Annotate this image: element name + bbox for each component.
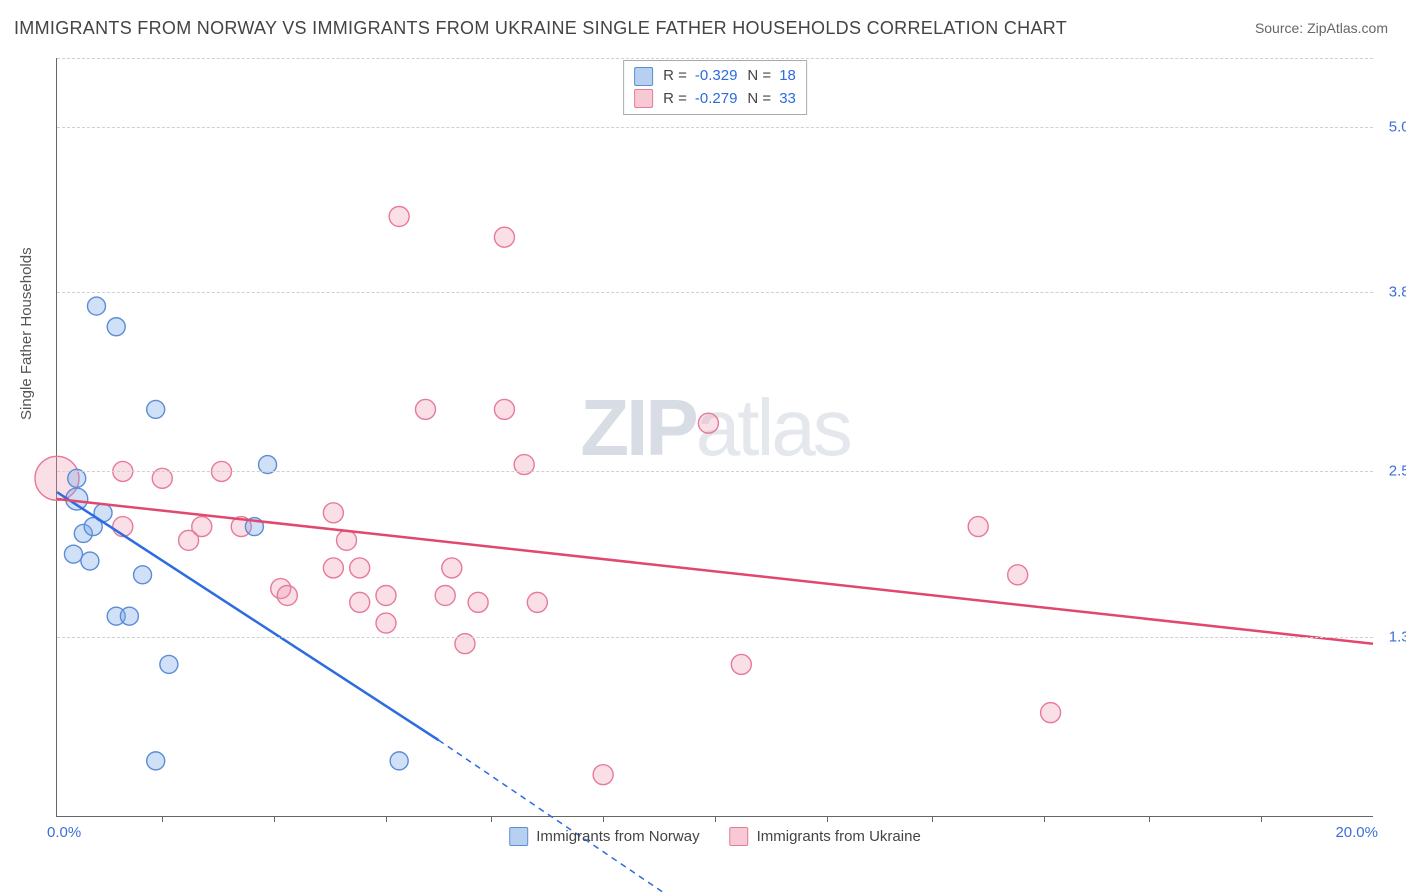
data-point-pink — [323, 558, 343, 578]
data-point-pink — [698, 413, 718, 433]
x-tick-mark — [1044, 816, 1045, 822]
swatch-blue-icon — [509, 827, 528, 846]
data-point-pink — [277, 585, 297, 605]
data-point-blue — [120, 607, 138, 625]
x-tick-mark — [1261, 816, 1262, 822]
data-point-pink — [527, 592, 547, 612]
regression-line-pink — [57, 499, 1373, 644]
data-point-blue — [107, 318, 125, 336]
x-tick-mark — [827, 816, 828, 822]
chart-svg — [57, 58, 1373, 816]
chart-title: IMMIGRANTS FROM NORWAY VS IMMIGRANTS FRO… — [14, 18, 1067, 39]
data-point-pink — [350, 592, 370, 612]
data-point-pink — [415, 399, 435, 419]
source-attribution: Source: ZipAtlas.com — [1255, 20, 1388, 36]
gridline-h — [57, 58, 1373, 59]
data-point-blue — [64, 545, 82, 563]
regression-line-blue-extrapolated — [439, 740, 663, 892]
x-tick-mark — [715, 816, 716, 822]
data-point-pink — [494, 227, 514, 247]
legend-series: Immigrants from Norway Immigrants from U… — [509, 827, 921, 846]
data-point-pink — [323, 503, 343, 523]
data-point-pink — [731, 654, 751, 674]
correlation-chart: IMMIGRANTS FROM NORWAY VS IMMIGRANTS FRO… — [0, 0, 1406, 892]
y-tick-label: 5.0% — [1389, 118, 1406, 135]
x-tick-mark — [603, 816, 604, 822]
swatch-pink-icon — [730, 827, 749, 846]
data-point-blue — [87, 297, 105, 315]
data-point-pink — [435, 585, 455, 605]
x-tick-mark — [1149, 816, 1150, 822]
data-point-pink — [376, 613, 396, 633]
x-axis-max-label: 20.0% — [1335, 824, 1378, 841]
x-tick-mark — [932, 816, 933, 822]
gridline-h — [57, 471, 1373, 472]
x-axis-min-label: 0.0% — [47, 824, 81, 841]
data-point-pink — [337, 530, 357, 550]
data-point-blue — [81, 552, 99, 570]
data-point-pink — [442, 558, 462, 578]
data-point-blue — [160, 655, 178, 673]
y-axis-label: Single Father Households — [18, 247, 35, 420]
x-tick-mark — [491, 816, 492, 822]
data-point-pink — [350, 558, 370, 578]
data-point-pink — [468, 592, 488, 612]
data-point-pink — [968, 517, 988, 537]
y-tick-label: 1.3% — [1389, 628, 1406, 645]
x-tick-mark — [386, 816, 387, 822]
gridline-h — [57, 637, 1373, 638]
data-point-blue — [390, 752, 408, 770]
x-tick-mark — [274, 816, 275, 822]
data-point-pink — [593, 765, 613, 785]
y-tick-label: 2.5% — [1389, 463, 1406, 480]
legend-label-norway: Immigrants from Norway — [536, 828, 699, 845]
legend-label-ukraine: Immigrants from Ukraine — [757, 828, 921, 845]
data-point-pink — [1008, 565, 1028, 585]
plot-area: ZIPatlas R = -0.329 N = 18 R = -0.279 N … — [56, 58, 1373, 817]
gridline-h — [57, 292, 1373, 293]
legend-item-norway: Immigrants from Norway — [509, 827, 699, 846]
data-point-blue — [134, 566, 152, 584]
data-point-pink — [389, 206, 409, 226]
data-point-blue — [147, 752, 165, 770]
y-tick-label: 3.8% — [1389, 284, 1406, 301]
data-point-pink — [179, 530, 199, 550]
gridline-h — [57, 127, 1373, 128]
data-point-pink — [494, 399, 514, 419]
x-tick-mark — [162, 816, 163, 822]
data-point-pink — [376, 585, 396, 605]
data-point-pink — [1041, 703, 1061, 723]
data-point-blue — [147, 400, 165, 418]
legend-item-ukraine: Immigrants from Ukraine — [730, 827, 921, 846]
